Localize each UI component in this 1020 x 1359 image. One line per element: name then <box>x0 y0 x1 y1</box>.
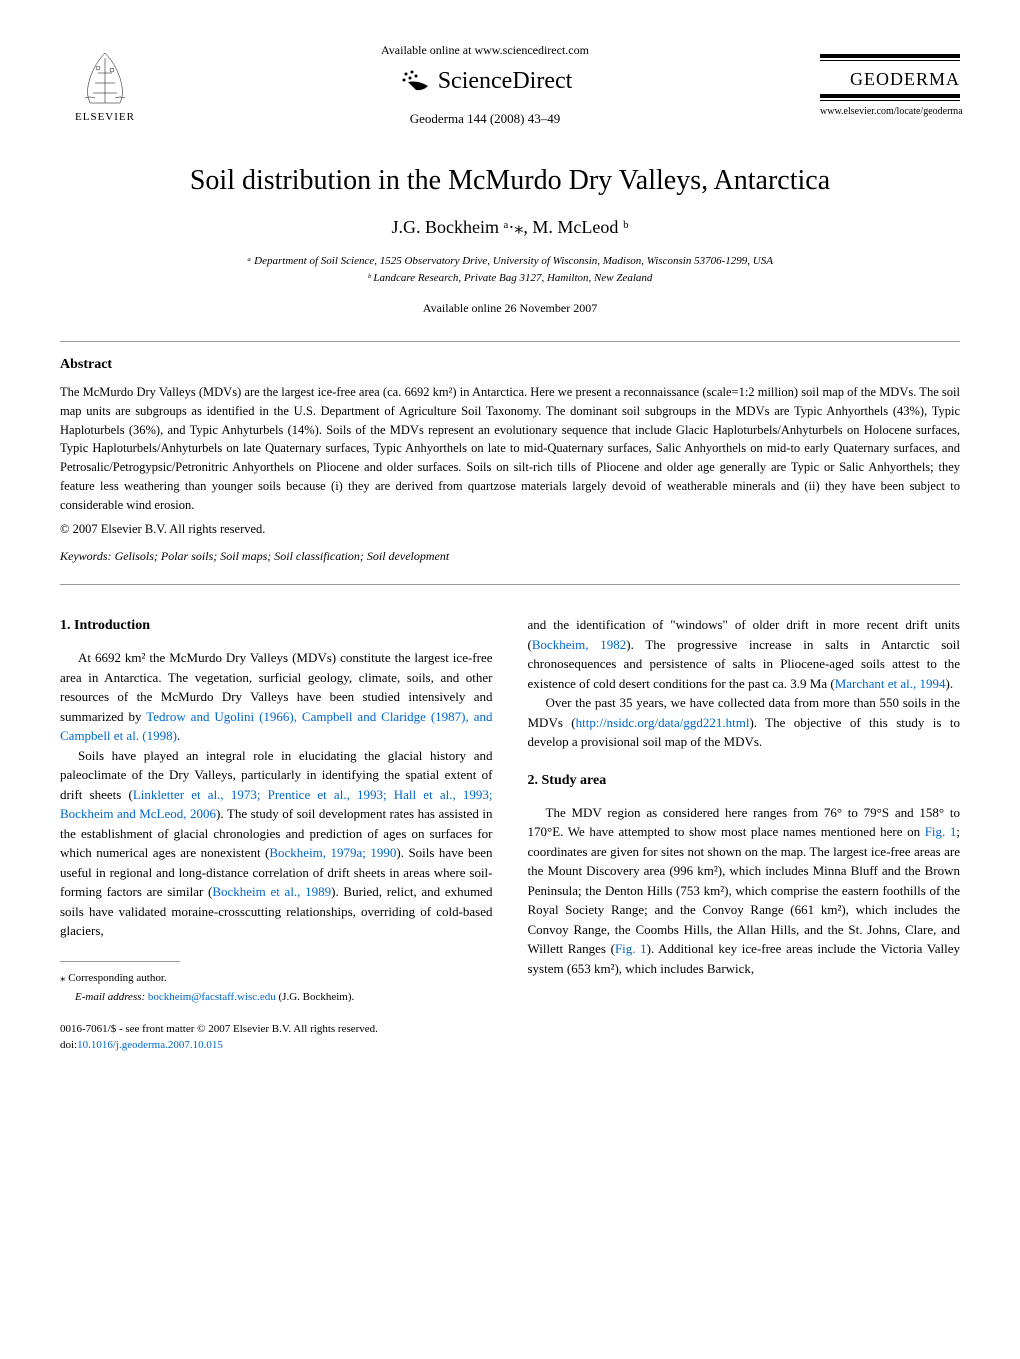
center-header: Available online at www.sciencedirect.co… <box>150 43 820 127</box>
col2-paragraph-1: and the identification of "windows" of o… <box>528 615 961 693</box>
journal-reference: Geoderma 144 (2008) 43–49 <box>150 111 820 127</box>
reference-link[interactable]: Marchant et al., 1994 <box>835 676 946 691</box>
available-date: Available online 26 November 2007 <box>60 301 960 316</box>
study-area-heading: 2. Study area <box>528 770 961 791</box>
figure-link[interactable]: Fig. 1 <box>615 941 647 956</box>
text: The MDV region as considered here ranges… <box>528 805 961 840</box>
geoderma-title: GEODERMA <box>820 67 960 92</box>
doi-label: doi: <box>60 1039 77 1051</box>
sciencedirect-logo: ScienceDirect <box>150 66 820 96</box>
issn-line: 0016-7061/$ - see front matter © 2007 El… <box>60 1021 493 1038</box>
sciencedirect-icon <box>398 66 433 96</box>
elsevier-text: ELSEVIER <box>75 111 135 123</box>
col2-paragraph-2: Over the past 35 years, we have collecte… <box>528 693 961 752</box>
reference-link[interactable]: Bockheim, 1979a; 1990 <box>269 845 396 860</box>
text: ; coordinates are given for sites not sh… <box>528 824 961 956</box>
email-link[interactable]: bockheim@facstaff.wisc.edu <box>148 991 276 1003</box>
elsevier-tree-icon <box>70 48 140 108</box>
article-title: Soil distribution in the McMurdo Dry Val… <box>60 165 960 197</box>
email-label: E-mail address: <box>75 991 148 1003</box>
keywords: Keywords: Gelisols; Polar soils; Soil ma… <box>60 549 960 564</box>
two-column-layout: 1. Introduction At 6692 km² the McMurdo … <box>60 615 960 1054</box>
doi-line: doi:10.1016/j.geoderma.2007.10.015 <box>60 1037 493 1054</box>
left-column: 1. Introduction At 6692 km² the McMurdo … <box>60 615 493 1054</box>
journal-url: www.elsevier.com/locate/geoderma <box>820 106 960 117</box>
intro-paragraph-2: Soils have played an integral role in el… <box>60 746 493 941</box>
affiliation-a: ᵃ Department of Soil Science, 1525 Obser… <box>60 253 960 270</box>
copyright-text: © 2007 Elsevier B.V. All rights reserved… <box>60 522 960 537</box>
study-paragraph-1: The MDV region as considered here ranges… <box>528 803 961 979</box>
text: ). <box>946 676 954 691</box>
header-row: ELSEVIER Available online at www.science… <box>60 40 960 130</box>
corresponding-author: ⁎ Corresponding author. <box>60 970 493 987</box>
sciencedirect-text: ScienceDirect <box>438 68 573 95</box>
doi-section: 0016-7061/$ - see front matter © 2007 El… <box>60 1021 493 1054</box>
intro-heading: 1. Introduction <box>60 615 493 636</box>
abstract-heading: Abstract <box>60 357 960 373</box>
reference-link[interactable]: Bockheim, 1982 <box>532 637 626 652</box>
intro-paragraph-1: At 6692 km² the McMurdo Dry Valleys (MDV… <box>60 648 493 746</box>
available-online-text: Available online at www.sciencedirect.co… <box>150 43 820 58</box>
url-link[interactable]: http://nsidc.org/data/ggd221.html <box>576 715 750 730</box>
geoderma-logo: GEODERMA www.elsevier.com/locate/geoderm… <box>820 54 960 117</box>
keywords-text: Gelisols; Polar soils; Soil maps; Soil c… <box>112 549 450 563</box>
divider <box>60 341 960 342</box>
right-column: and the identification of "windows" of o… <box>528 615 961 1054</box>
email-line: E-mail address: bockheim@facstaff.wisc.e… <box>60 989 493 1006</box>
elsevier-logo: ELSEVIER <box>60 40 150 130</box>
affiliations: ᵃ Department of Soil Science, 1525 Obser… <box>60 253 960 286</box>
text: . <box>177 728 180 743</box>
figure-link[interactable]: Fig. 1 <box>925 824 957 839</box>
divider <box>60 584 960 585</box>
doi-link[interactable]: 10.1016/j.geoderma.2007.10.015 <box>77 1039 223 1051</box>
authors: J.G. Bockheim ᵃ·⁎, M. McLeod ᵇ <box>60 217 960 238</box>
email-suffix: (J.G. Bockheim). <box>276 991 355 1003</box>
footer-divider <box>60 961 180 962</box>
reference-link[interactable]: Bockheim et al., 1989 <box>212 884 331 899</box>
abstract-text: The McMurdo Dry Valleys (MDVs) are the l… <box>60 383 960 514</box>
affiliation-b: ᵇ Landcare Research, Private Bag 3127, H… <box>60 270 960 287</box>
keywords-label: Keywords: <box>60 549 112 563</box>
